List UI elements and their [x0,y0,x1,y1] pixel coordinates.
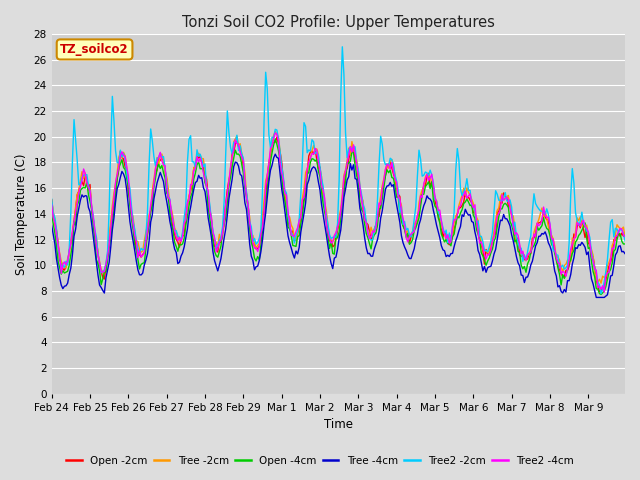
Title: Tonzi Soil CO2 Profile: Upper Temperatures: Tonzi Soil CO2 Profile: Upper Temperatur… [182,15,495,30]
Legend: Open -2cm, Tree -2cm, Open -4cm, Tree -4cm, Tree2 -2cm, Tree2 -4cm: Open -2cm, Tree -2cm, Open -4cm, Tree -4… [62,452,578,470]
Y-axis label: Soil Temperature (C): Soil Temperature (C) [15,153,28,275]
X-axis label: Time: Time [324,419,353,432]
Text: TZ_soilco2: TZ_soilco2 [60,43,129,56]
